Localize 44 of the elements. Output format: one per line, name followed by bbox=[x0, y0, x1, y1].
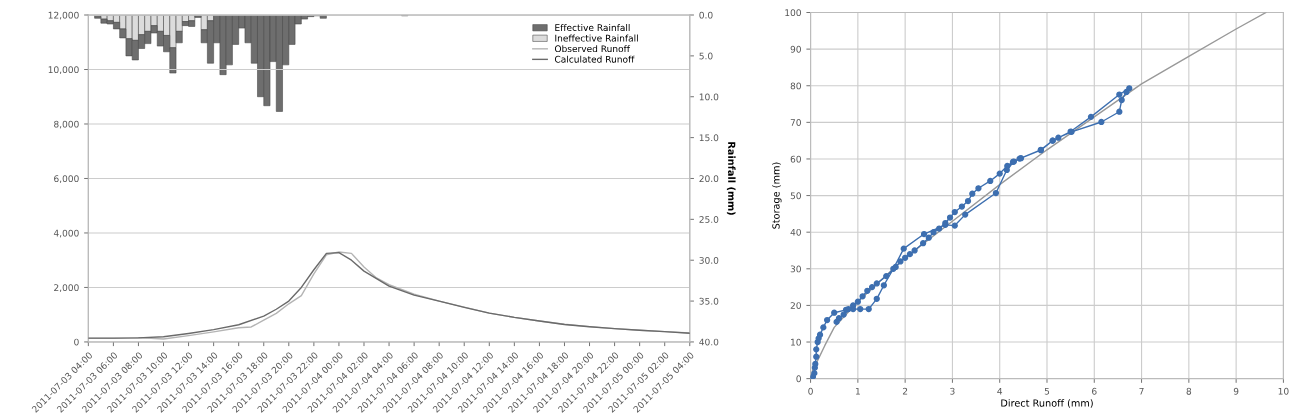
y-tick-label: 8,000 bbox=[54, 120, 79, 129]
x-tick-label: 3 bbox=[950, 387, 955, 395]
y-tick-label: 40 bbox=[790, 228, 801, 236]
y2-tick-label: 30.0 bbox=[699, 256, 719, 264]
y-tick-label: 90 bbox=[790, 45, 801, 53]
y2-tick-label: 15.0 bbox=[699, 134, 719, 142]
y-tick-label: 2,000 bbox=[54, 284, 79, 292]
y-tick-label: 80 bbox=[790, 82, 801, 90]
legend-label: Observed Runoff bbox=[554, 45, 631, 53]
y-tick-label: 4,000 bbox=[53, 229, 79, 238]
y2-tick-label: 5.0 bbox=[699, 52, 713, 60]
x-tick-label: 6 bbox=[1092, 387, 1097, 395]
y2-tick-label: 0.0 bbox=[699, 11, 713, 19]
x-tick-label: 1 bbox=[855, 387, 860, 395]
y-tick-label: 6,000 bbox=[54, 175, 79, 183]
y-tick-label: 20 bbox=[790, 302, 801, 309]
y-tick-label: 30 bbox=[790, 265, 801, 273]
y2-tick-label: 10.0 bbox=[699, 93, 719, 101]
x-tick-label: 9 bbox=[1233, 387, 1239, 395]
legend-label: Effective Rainfall bbox=[555, 24, 630, 32]
y2-tick-label: 35.0 bbox=[699, 297, 719, 305]
x-tick-label: 0 bbox=[808, 387, 813, 395]
legend-label: Ineffective Rainfall bbox=[555, 34, 638, 42]
y2-tick-label: 20.0 bbox=[699, 175, 719, 183]
y-tick-label: 12,000 bbox=[48, 11, 79, 20]
y-tick-label: 100 bbox=[785, 9, 801, 17]
x-axis-title: Direct Runoff (mm) bbox=[1001, 399, 1093, 408]
y2-tick-label: 25.0 bbox=[699, 216, 719, 223]
x-tick-label: 5 bbox=[1044, 387, 1050, 395]
y-axis-title: Storage (mm) bbox=[772, 162, 782, 229]
y-tick-label: 10 bbox=[791, 338, 801, 346]
legend-label: Calculated Runoff bbox=[554, 55, 635, 63]
y-tick-label: 60 bbox=[790, 155, 801, 163]
y2-axis-title: Rainfall (mm) bbox=[726, 142, 736, 215]
x-tick-label: 10 bbox=[1278, 387, 1289, 395]
x-tick-label: 8 bbox=[1186, 387, 1192, 395]
y-tick-label: 70 bbox=[790, 119, 801, 126]
y2-tick-label: 40.0 bbox=[699, 338, 719, 346]
y-tick-label: 0 bbox=[74, 338, 79, 346]
y-tick-label: 50 bbox=[790, 192, 801, 200]
x-tick-label: 4 bbox=[997, 387, 1003, 395]
x-tick-label: 7 bbox=[1139, 387, 1144, 395]
x-tick-label: 2 bbox=[902, 387, 908, 395]
y-tick-label: 10,000 bbox=[48, 66, 79, 74]
